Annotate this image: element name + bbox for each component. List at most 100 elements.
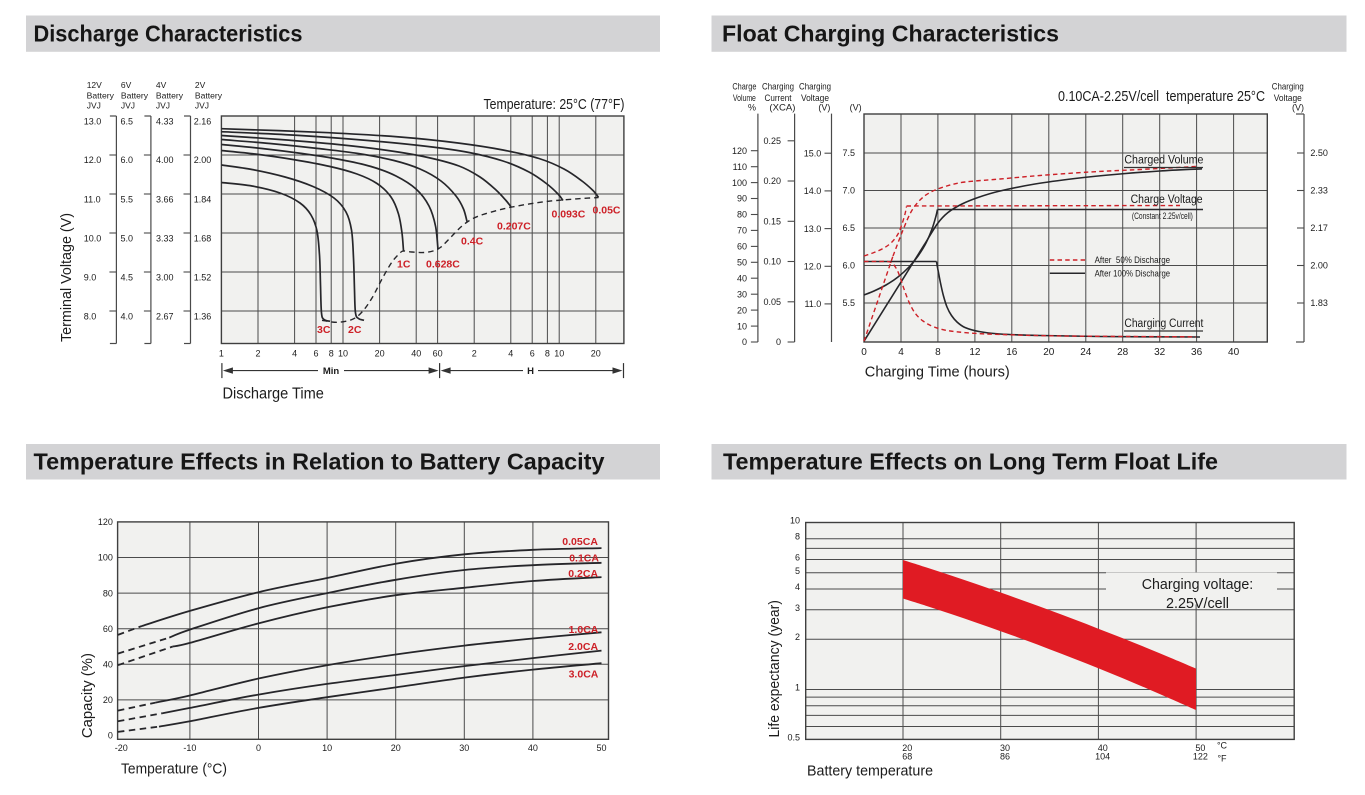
svg-text:After 50% Discharge: After 50% Discharge: [1095, 255, 1171, 265]
svg-text:9.0: 9.0: [84, 273, 97, 283]
svg-text:20: 20: [375, 349, 385, 359]
svg-text:JVJ: JVJ: [121, 100, 135, 110]
svg-text:20: 20: [902, 743, 912, 753]
svg-text:1.83: 1.83: [1310, 298, 1328, 308]
svg-text:11.0: 11.0: [84, 194, 101, 204]
svg-text:4.0: 4.0: [121, 312, 134, 322]
svg-text:60: 60: [433, 349, 443, 359]
svg-text:6.5: 6.5: [842, 223, 855, 233]
svg-text:104: 104: [1095, 752, 1110, 762]
svg-text:80: 80: [103, 588, 113, 598]
svg-text:13.0: 13.0: [804, 224, 822, 234]
svg-text:50: 50: [737, 258, 747, 268]
svg-text:80: 80: [737, 210, 747, 220]
svg-text:Battery temperature: Battery temperature: [807, 763, 933, 780]
svg-text:Battery: Battery: [156, 90, 184, 100]
svg-text:1C: 1C: [397, 259, 411, 271]
svg-text:12: 12: [969, 347, 981, 358]
svg-text:0: 0: [742, 337, 747, 347]
svg-text:36: 36: [1191, 347, 1203, 358]
svg-text:1: 1: [795, 683, 800, 693]
svg-text:100: 100: [98, 553, 113, 563]
svg-text:(V): (V): [818, 103, 830, 113]
svg-text:30: 30: [459, 743, 469, 753]
svg-text:15.0: 15.0: [804, 148, 822, 158]
svg-text:2.00: 2.00: [194, 155, 212, 165]
svg-text:3: 3: [795, 603, 800, 613]
svg-text:5.5: 5.5: [842, 298, 855, 308]
svg-text:0.25: 0.25: [763, 136, 781, 146]
svg-text:Min: Min: [323, 366, 340, 377]
svg-text:4: 4: [795, 582, 800, 592]
svg-text:5: 5: [795, 566, 800, 576]
svg-text:4.00: 4.00: [156, 155, 174, 165]
svg-text:Volume: Volume: [733, 93, 756, 104]
svg-text:12.0: 12.0: [804, 262, 822, 272]
svg-text:°C: °C: [1217, 741, 1228, 751]
svg-text:Battery: Battery: [195, 90, 223, 100]
svg-text:0.2CA: 0.2CA: [568, 568, 598, 580]
svg-text:60: 60: [737, 242, 747, 252]
svg-text:40: 40: [737, 273, 747, 283]
svg-text:4.33: 4.33: [156, 117, 174, 127]
svg-text:-10: -10: [183, 743, 196, 753]
svg-text:-20: -20: [115, 743, 128, 753]
svg-text:0.20: 0.20: [763, 176, 781, 186]
svg-text:6: 6: [530, 349, 535, 359]
svg-text:3.00: 3.00: [156, 273, 174, 283]
svg-text:Charged Volume: Charged Volume: [1124, 155, 1203, 167]
svg-text:32: 32: [1154, 347, 1166, 358]
svg-text:1.36: 1.36: [194, 312, 212, 322]
svg-text:2: 2: [255, 349, 260, 359]
svg-text:3.66: 3.66: [156, 194, 174, 204]
svg-text:7.0: 7.0: [842, 186, 855, 196]
svg-text:0.207C: 0.207C: [497, 221, 531, 233]
svg-text:Discharge Characteristics: Discharge Characteristics: [34, 20, 303, 46]
svg-text:8: 8: [795, 532, 800, 542]
svg-text:120: 120: [732, 146, 747, 156]
svg-text:10: 10: [737, 321, 747, 331]
svg-text:0.4C: 0.4C: [461, 236, 484, 248]
svg-text:20: 20: [1043, 347, 1055, 358]
svg-text:12V: 12V: [87, 80, 102, 90]
svg-text:Battery: Battery: [87, 90, 115, 100]
svg-text:Temperature Effects in Relatio: Temperature Effects in Relation to Batte…: [34, 448, 605, 474]
svg-text:0: 0: [776, 337, 781, 347]
svg-text:2.25V/cell: 2.25V/cell: [1166, 595, 1229, 612]
svg-text:Charging voltage:: Charging voltage:: [1142, 576, 1254, 593]
svg-text:Discharge Time: Discharge Time: [223, 385, 324, 402]
svg-text:10: 10: [554, 349, 564, 359]
svg-text:0.10: 0.10: [763, 257, 781, 267]
svg-text:6.0: 6.0: [121, 155, 134, 165]
svg-text:After 100% Discharge: After 100% Discharge: [1095, 269, 1171, 279]
svg-text:6.5: 6.5: [121, 117, 134, 127]
svg-text:Capacity (%): Capacity (%): [79, 653, 96, 738]
svg-text:Charging: Charging: [799, 82, 831, 93]
svg-text:30: 30: [737, 289, 747, 299]
svg-text:8: 8: [935, 347, 941, 358]
svg-text:Voltage: Voltage: [1274, 93, 1302, 104]
svg-text:(XCA): (XCA): [769, 103, 795, 113]
svg-text:2.00: 2.00: [1310, 261, 1328, 271]
svg-text:2.0CA: 2.0CA: [568, 641, 598, 653]
svg-text:70: 70: [737, 226, 747, 236]
svg-text:(V): (V): [1292, 103, 1304, 113]
svg-text:110: 110: [733, 162, 747, 172]
svg-text:2C: 2C: [348, 324, 362, 336]
svg-text:6.0: 6.0: [842, 261, 855, 271]
svg-text:1.52: 1.52: [194, 273, 212, 283]
svg-text:1.68: 1.68: [194, 234, 212, 244]
svg-text:2.16: 2.16: [194, 117, 212, 127]
svg-text:0.5: 0.5: [787, 732, 800, 742]
svg-text:10: 10: [338, 349, 348, 359]
svg-text:20: 20: [103, 695, 113, 705]
svg-text:7.5: 7.5: [842, 148, 855, 158]
svg-text:60: 60: [103, 624, 113, 634]
svg-text:100: 100: [732, 178, 747, 188]
svg-text:20: 20: [737, 305, 747, 315]
svg-text:2.33: 2.33: [1310, 186, 1328, 196]
svg-text:0.05C: 0.05C: [593, 205, 621, 217]
svg-text:12.0: 12.0: [84, 155, 102, 165]
svg-text:Temperature: 25°C (77°F): Temperature: 25°C (77°F): [484, 96, 625, 113]
svg-text:40: 40: [1228, 347, 1240, 358]
